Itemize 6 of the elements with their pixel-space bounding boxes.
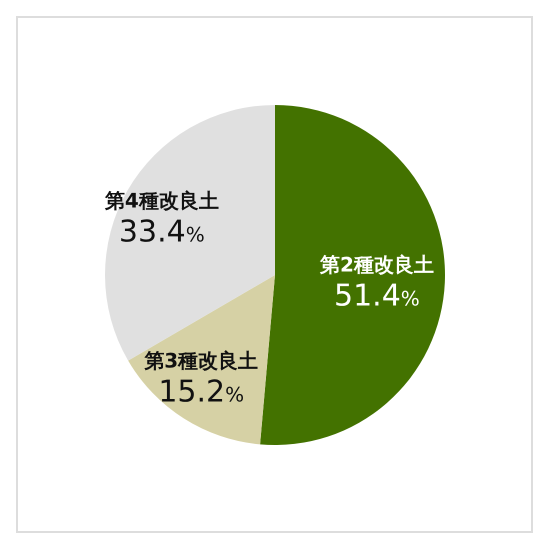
data-label: 15.2% [158,374,244,410]
slice-label: 第4種改良土 [104,188,219,213]
data-label: 51.4% [334,278,420,314]
slice-label: 第3種改良土 [143,348,258,372]
slice-label: 第2種改良土 [318,252,434,276]
data-label: 33.4% [118,214,205,250]
